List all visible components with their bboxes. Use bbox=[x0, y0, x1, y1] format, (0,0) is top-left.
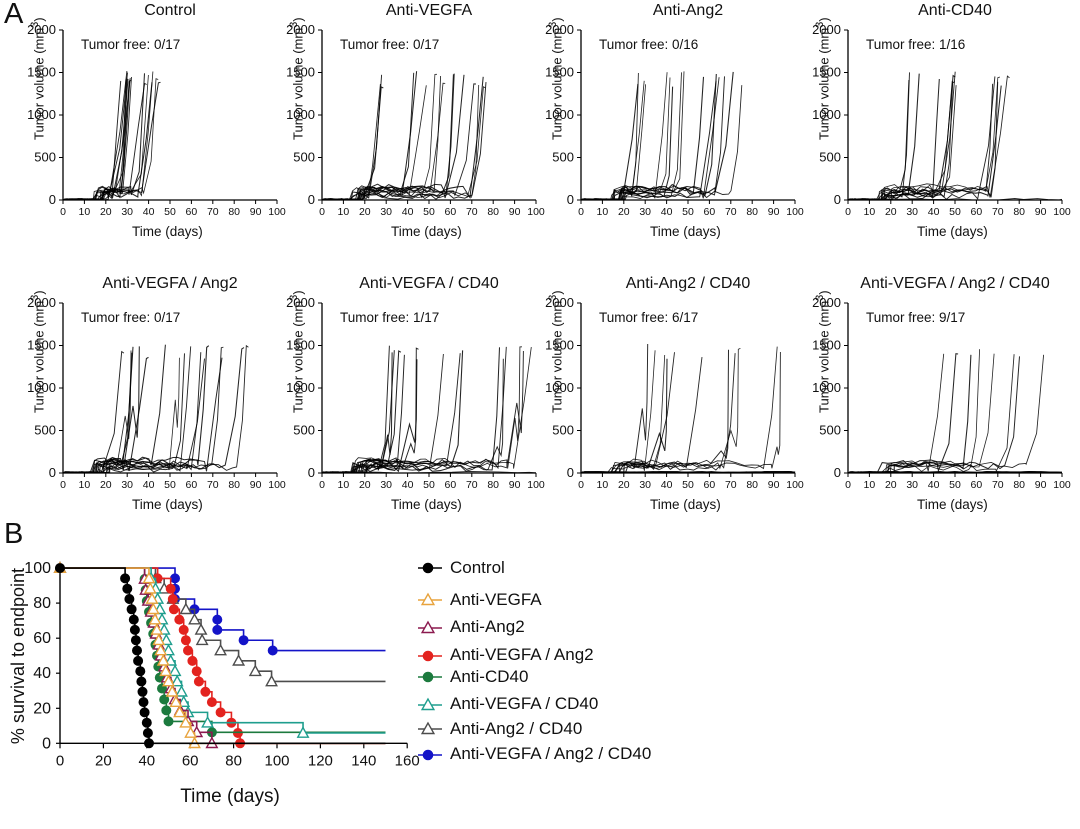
svg-text:140: 140 bbox=[351, 752, 376, 769]
svg-text:100: 100 bbox=[264, 752, 289, 769]
svg-text:160: 160 bbox=[395, 752, 420, 769]
svg-text:0: 0 bbox=[56, 752, 64, 769]
svg-text:20: 20 bbox=[95, 752, 112, 769]
svg-text:40: 40 bbox=[33, 665, 51, 682]
svg-text:0: 0 bbox=[42, 735, 51, 752]
svg-text:80: 80 bbox=[225, 752, 242, 769]
svg-text:20: 20 bbox=[33, 700, 51, 717]
svg-text:60: 60 bbox=[33, 630, 51, 647]
svg-text:120: 120 bbox=[308, 752, 333, 769]
svg-text:80: 80 bbox=[33, 595, 51, 612]
svg-text:40: 40 bbox=[138, 752, 155, 769]
svg-text:60: 60 bbox=[182, 752, 199, 769]
